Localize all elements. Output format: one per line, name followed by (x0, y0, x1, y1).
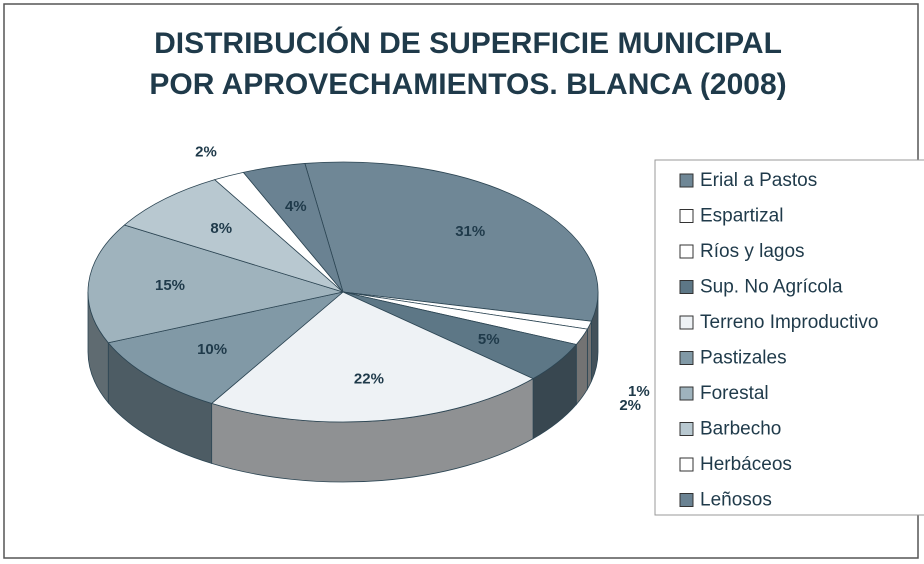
legend-label: Ríos y lagos (700, 241, 805, 262)
slice-side (586, 321, 592, 391)
legend-swatch (679, 280, 694, 294)
data-label: 15% (155, 277, 185, 294)
data-label: 4% (285, 198, 307, 215)
slice (304, 161, 599, 322)
legend-swatch (679, 244, 694, 259)
data-label: 5% (478, 331, 500, 348)
legend-swatch (679, 173, 694, 188)
legend-swatch (679, 315, 694, 330)
data-label: 2% (619, 397, 641, 414)
data-label: 2% (195, 143, 217, 160)
slice (107, 291, 344, 404)
data-label: 22% (354, 370, 384, 387)
legend-box (654, 159, 924, 516)
data-label: 8% (210, 220, 232, 237)
legend-swatch (679, 457, 694, 472)
legend-label: Espartizal (700, 206, 783, 227)
legend-label: Terreno Improductivo (700, 312, 878, 333)
legend-label: Barbecho (700, 419, 781, 440)
slice (242, 163, 344, 293)
legend-label: Pastizales (700, 348, 787, 369)
legend-label: Herbáceos (700, 454, 792, 475)
legend-swatch (679, 351, 694, 365)
slice (210, 291, 534, 423)
data-label: 31% (455, 223, 485, 240)
legend-swatch (679, 493, 694, 507)
slice (87, 224, 345, 344)
chart-title: DISTRIBUCIÓN DE SUPERFICIE MUNICIPAL (154, 26, 782, 60)
legend-swatch (679, 209, 694, 223)
legend-label: Sup. No Agrícola (700, 277, 843, 298)
legend-label: Leñosos (700, 490, 772, 511)
data-label: 1% (628, 383, 650, 400)
legend-label: Erial a Pastos (700, 170, 817, 191)
slice (123, 179, 344, 293)
legend-label: Forestal (700, 383, 769, 404)
legend-swatch (679, 422, 694, 436)
chart-title: POR APROVECHAMIENTOS. BLANCA (2008) (149, 68, 786, 101)
data-label: 10% (197, 341, 227, 358)
legend-swatch (679, 386, 694, 401)
